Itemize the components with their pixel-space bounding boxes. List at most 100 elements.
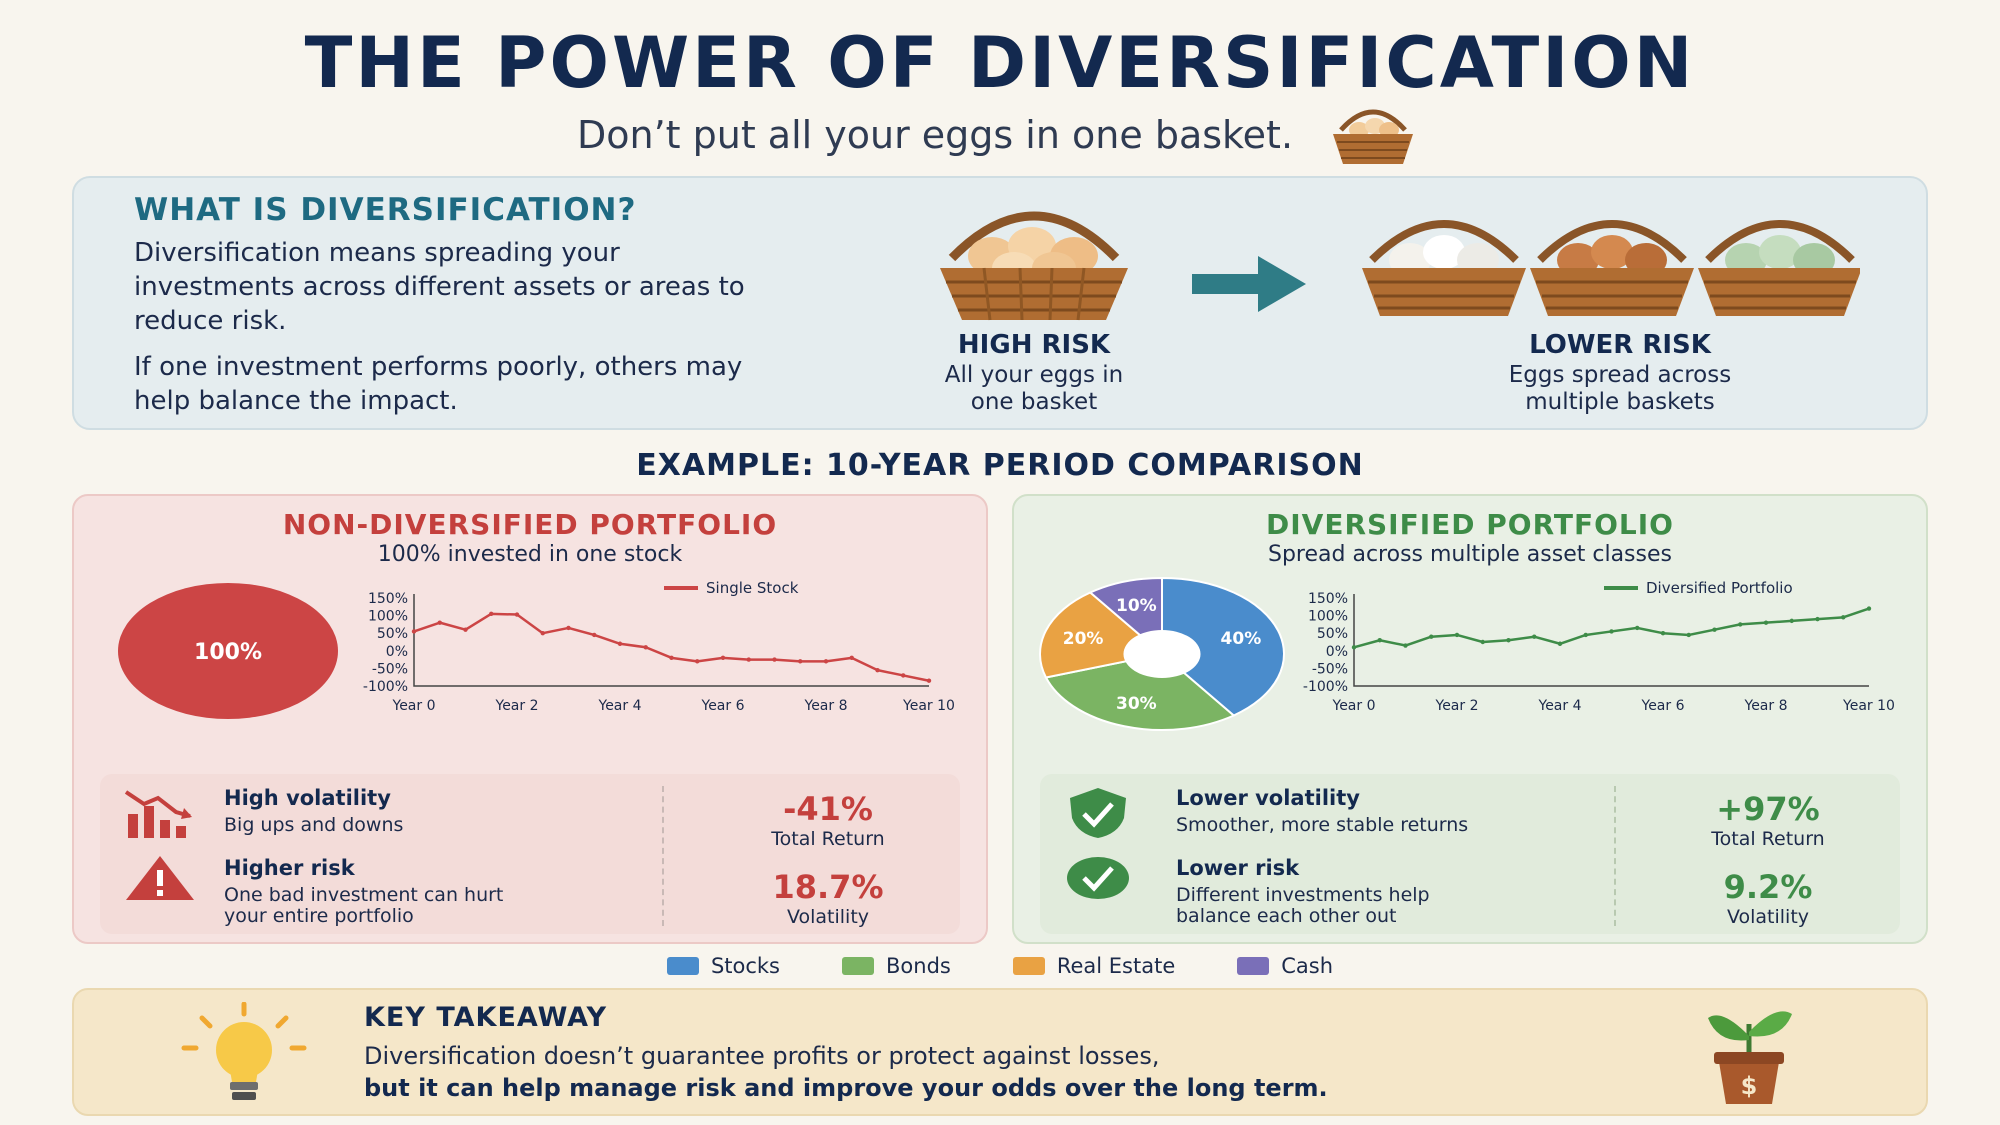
non-diversified-subtitle: 100% invested in one stock bbox=[377, 542, 683, 567]
legend-label: Stocks bbox=[710, 954, 780, 978]
pie-slice-label: 20% bbox=[1063, 629, 1104, 649]
data-point bbox=[1403, 643, 1408, 648]
high-volatility-text: Big ups and downs bbox=[224, 814, 404, 836]
data-point bbox=[643, 645, 648, 650]
total-return-value: +97% bbox=[1716, 790, 1820, 828]
diversified-subtitle: Spread across multiple asset classes bbox=[1268, 542, 1672, 567]
stats-divider bbox=[662, 786, 664, 926]
higher-risk-text-1: One bad investment can hurt bbox=[224, 884, 504, 906]
x-tick-label: Year 8 bbox=[1744, 698, 1788, 714]
money-plant-icon: $ bbox=[1708, 1011, 1792, 1104]
key-takeaway-text-1: Diversification doesn’t guarantee profit… bbox=[364, 1042, 1160, 1070]
high-risk-sub-2: one basket bbox=[970, 389, 1098, 415]
data-point bbox=[1506, 638, 1511, 643]
data-point bbox=[1377, 638, 1382, 643]
data-point bbox=[823, 659, 829, 664]
higher-risk-label: Higher risk bbox=[224, 856, 355, 880]
legend-label: Diversified Portfolio bbox=[1646, 579, 1793, 597]
data-point bbox=[669, 655, 674, 661]
data-point bbox=[1815, 616, 1820, 622]
data-point bbox=[1686, 632, 1691, 638]
data-point bbox=[849, 655, 854, 661]
total-return-label: Total Return bbox=[1711, 828, 1825, 850]
data-point bbox=[1738, 622, 1743, 627]
legend-label: Cash bbox=[1281, 954, 1334, 978]
higher-risk-text-2: your entire portfolio bbox=[224, 905, 414, 927]
data-point bbox=[1866, 606, 1872, 611]
y-tick-label: -50% bbox=[372, 661, 408, 677]
subtitle-row: Don’t put all your eggs in one basket. bbox=[0, 100, 2000, 170]
data-point bbox=[1557, 641, 1563, 646]
chart-axis bbox=[1353, 594, 1869, 687]
single-basket-icon bbox=[940, 211, 1128, 321]
data-point bbox=[1712, 627, 1717, 632]
lower-risk-label: LOWER RISK bbox=[1529, 330, 1711, 360]
key-takeaway-title: KEY TAKEAWAY bbox=[364, 1002, 608, 1033]
y-tick-label: 150% bbox=[368, 591, 408, 607]
volatility-value: 9.2% bbox=[1723, 868, 1813, 906]
x-tick-label: Year 10 bbox=[1842, 698, 1895, 714]
data-point bbox=[514, 612, 520, 617]
lower-risk-stat-text-1: Different investments help bbox=[1176, 884, 1430, 906]
chart-axis bbox=[413, 594, 929, 687]
declining-chart-icon bbox=[124, 790, 192, 838]
example-title: EXAMPLE: 10-YEAR PERIOD COMPARISON bbox=[636, 448, 1364, 483]
data-point bbox=[411, 629, 417, 634]
data-point bbox=[540, 631, 545, 636]
high-risk-label: HIGH RISK bbox=[957, 330, 1111, 360]
volatility-value: 18.7% bbox=[772, 868, 884, 906]
volatility-label: Volatility bbox=[1726, 906, 1810, 928]
shield-check-icon bbox=[1070, 788, 1126, 838]
lower-risk-sub-2: multiple baskets bbox=[1525, 389, 1715, 415]
y-tick-label: -50% bbox=[1312, 661, 1348, 677]
non-diversified-title: NON-DIVERSIFIED PORTFOLIO bbox=[282, 508, 778, 541]
legend-item-stocks: Stocks bbox=[666, 954, 780, 978]
key-takeaway-section: KEY TAKEAWAY Diversification doesn’t gua… bbox=[72, 988, 1928, 1116]
key-takeaway-text-2: but it can help manage risk and improve … bbox=[364, 1074, 1328, 1102]
donut-hole bbox=[1123, 630, 1201, 678]
x-tick-label: Year 4 bbox=[598, 698, 642, 714]
pie-slice bbox=[118, 583, 338, 719]
data-point bbox=[437, 620, 442, 625]
data-point bbox=[1789, 618, 1794, 624]
data-point bbox=[798, 659, 803, 664]
pie-slice bbox=[1044, 652, 1236, 731]
what-is-impact: If one investment performs poorly, other… bbox=[134, 352, 743, 416]
data-point bbox=[1351, 645, 1357, 650]
data-point bbox=[617, 641, 623, 646]
legend-label: Real Estate bbox=[1056, 954, 1176, 978]
lower-risk-sub-1: Eggs spread across bbox=[1508, 362, 1732, 388]
legend-item-cash: Cash bbox=[1237, 954, 1333, 978]
diversified-panel: DIVERSIFIED PORTFOLIO Spread across mult… bbox=[1012, 494, 1928, 944]
lower-risk-stat-text-2: balance each other out bbox=[1176, 905, 1397, 927]
page-subtitle: Don’t put all your eggs in one basket. bbox=[576, 113, 1294, 157]
non-diversified-stats: High volatility Big ups and downs Higher… bbox=[100, 774, 960, 934]
data-point bbox=[1609, 629, 1614, 634]
y-tick-label: 0% bbox=[386, 644, 408, 660]
data-point bbox=[1660, 631, 1666, 636]
volatility-label: Volatility bbox=[786, 906, 870, 928]
data-point bbox=[875, 667, 880, 673]
single-stock-pie-chart: 100% bbox=[118, 583, 338, 719]
data-point bbox=[772, 657, 777, 662]
series-line bbox=[1353, 607, 1870, 649]
x-tick-label: Year 0 bbox=[392, 698, 436, 714]
check-circle-icon bbox=[1067, 857, 1129, 899]
asset-class-legend: Stocks Bonds Real Estate Cash bbox=[0, 954, 2000, 978]
lower-volatility-text: Smoother, more stable returns bbox=[1176, 814, 1469, 836]
lower-volatility-label: Lower volatility bbox=[1176, 786, 1360, 810]
y-tick-label: 100% bbox=[1308, 609, 1348, 625]
x-tick-label: Year 2 bbox=[1435, 698, 1479, 714]
warning-icon bbox=[126, 856, 194, 900]
data-point bbox=[1763, 620, 1769, 625]
legend-swatch bbox=[842, 957, 874, 975]
data-point bbox=[1429, 634, 1434, 639]
x-tick-label: Year 2 bbox=[495, 698, 539, 714]
legend-swatch bbox=[666, 957, 699, 975]
legend-label: Bonds bbox=[886, 954, 951, 978]
y-tick-label: -100% bbox=[363, 679, 408, 695]
pie-slice-label: 10% bbox=[1116, 596, 1157, 616]
page-title: THE POWER OF DIVERSIFICATION bbox=[304, 22, 1696, 104]
data-point bbox=[463, 627, 468, 632]
data-point bbox=[592, 632, 597, 638]
